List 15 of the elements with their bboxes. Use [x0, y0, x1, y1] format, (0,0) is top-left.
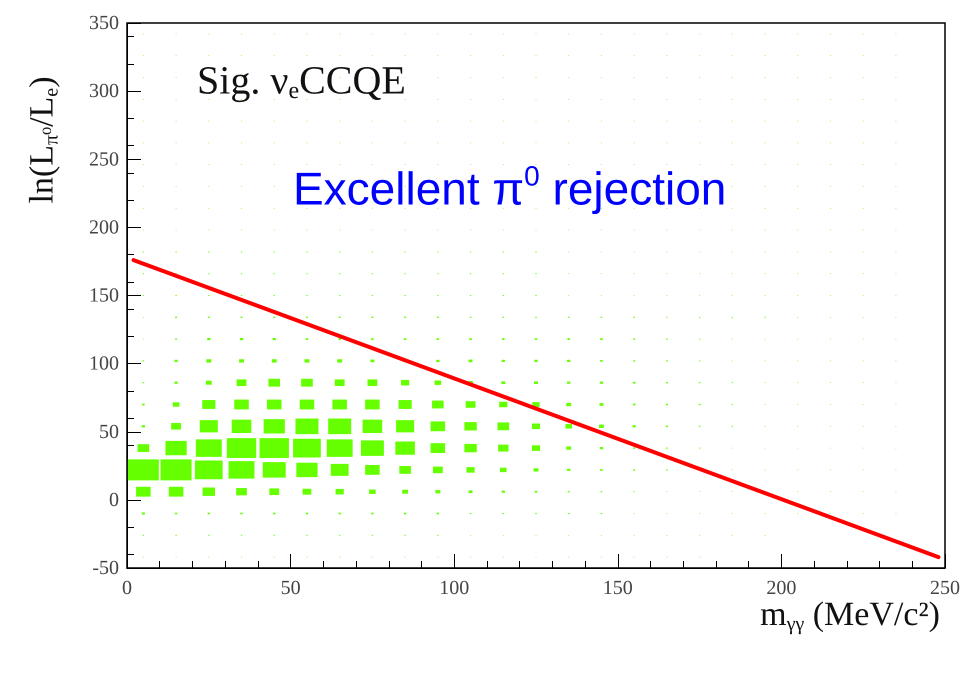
y-tick-label: 100	[89, 352, 119, 375]
y-tick-label: 150	[89, 284, 119, 306]
x-tick-label: 150	[602, 577, 633, 599]
y-tick-label: 250	[89, 148, 119, 170]
y-tick-label: 300	[89, 80, 119, 102]
x-tick-label: 50	[280, 577, 301, 599]
y-tick-label: -50	[92, 557, 119, 579]
x-tick-label: 200	[766, 577, 796, 599]
y-tick-label: 0	[109, 488, 119, 511]
x-tick-label: 250	[930, 577, 960, 599]
y-tick-label: 350	[89, 12, 119, 34]
x-tick-label: 100	[439, 577, 470, 599]
y-tick-label: 50	[99, 420, 119, 443]
y-tick-label: 200	[89, 216, 119, 238]
y-axis-title: ln(Lπ⁰/Le)	[24, 76, 63, 204]
